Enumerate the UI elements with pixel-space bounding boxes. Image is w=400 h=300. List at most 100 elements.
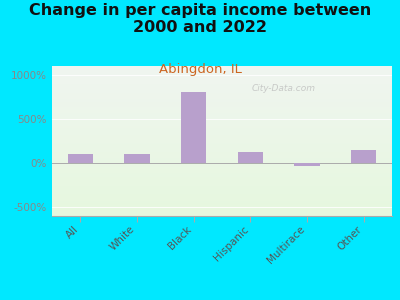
Bar xyxy=(52,183,392,184)
Bar xyxy=(52,138,392,140)
Bar xyxy=(52,117,392,118)
Bar xyxy=(52,88,392,90)
Bar xyxy=(52,164,392,165)
Bar xyxy=(52,96,392,98)
Bar xyxy=(351,150,376,163)
Bar xyxy=(52,82,392,84)
Bar xyxy=(52,198,392,200)
Bar xyxy=(52,176,392,177)
Bar xyxy=(52,180,392,182)
Bar xyxy=(52,93,392,94)
Bar xyxy=(52,201,392,202)
Bar xyxy=(52,112,392,114)
Bar xyxy=(52,167,392,168)
Bar xyxy=(52,102,392,104)
Bar xyxy=(52,92,392,93)
Bar xyxy=(124,154,150,163)
Bar xyxy=(52,87,392,88)
Bar xyxy=(52,141,392,142)
Bar xyxy=(52,171,392,172)
Text: Abingdon, IL: Abingdon, IL xyxy=(158,63,242,76)
Bar xyxy=(52,204,392,206)
Bar xyxy=(52,186,392,188)
Bar xyxy=(52,142,392,144)
Bar xyxy=(52,148,392,150)
Bar xyxy=(52,165,392,166)
Bar xyxy=(52,84,392,86)
Bar xyxy=(52,81,392,82)
Bar xyxy=(52,206,392,207)
Bar xyxy=(52,172,392,174)
Bar xyxy=(52,72,392,74)
Bar xyxy=(52,194,392,195)
Bar xyxy=(52,156,392,158)
Bar xyxy=(52,200,392,201)
Bar xyxy=(52,152,392,153)
Bar xyxy=(52,129,392,130)
Bar xyxy=(52,158,392,159)
Bar xyxy=(52,174,392,176)
Bar xyxy=(52,66,392,68)
Bar xyxy=(52,68,392,69)
Bar xyxy=(52,111,392,112)
Text: Change in per capita income between
2000 and 2022: Change in per capita income between 2000… xyxy=(29,3,371,35)
Bar xyxy=(52,69,392,70)
Bar xyxy=(52,208,392,210)
Bar xyxy=(52,213,392,214)
Bar xyxy=(181,92,206,163)
Bar xyxy=(52,182,392,183)
Bar xyxy=(52,189,392,190)
Bar xyxy=(52,134,392,135)
Bar xyxy=(52,110,392,111)
Bar xyxy=(52,178,392,180)
Bar xyxy=(52,132,392,134)
Bar xyxy=(52,105,392,106)
Bar xyxy=(52,74,392,75)
Bar xyxy=(52,75,392,76)
Bar xyxy=(52,135,392,136)
Bar xyxy=(52,214,392,216)
Bar xyxy=(52,168,392,170)
Bar xyxy=(52,159,392,160)
Bar xyxy=(52,207,392,208)
Bar xyxy=(52,196,392,198)
Bar xyxy=(52,118,392,120)
Bar xyxy=(52,184,392,186)
Bar xyxy=(52,90,392,92)
Bar xyxy=(52,78,392,80)
Bar xyxy=(52,70,392,72)
Bar xyxy=(52,144,392,146)
Bar xyxy=(52,136,392,138)
Bar xyxy=(52,116,392,117)
Bar xyxy=(52,126,392,128)
Bar xyxy=(52,188,392,189)
Bar xyxy=(52,210,392,212)
Bar xyxy=(52,160,392,162)
Bar xyxy=(52,177,392,178)
Bar xyxy=(238,152,263,163)
Bar xyxy=(52,150,392,152)
Bar xyxy=(52,195,392,196)
Bar xyxy=(52,130,392,132)
Bar xyxy=(52,114,392,116)
Bar xyxy=(52,140,392,141)
Bar xyxy=(52,162,392,164)
Bar xyxy=(52,154,392,156)
Bar xyxy=(52,100,392,102)
Bar xyxy=(68,154,93,163)
Bar xyxy=(52,80,392,81)
Bar xyxy=(52,190,392,192)
Bar xyxy=(52,128,392,129)
Text: City-Data.com: City-Data.com xyxy=(251,84,315,93)
Bar xyxy=(52,108,392,110)
Bar xyxy=(52,99,392,100)
Bar xyxy=(52,147,392,148)
Bar xyxy=(52,169,392,171)
Bar xyxy=(52,124,392,126)
Bar xyxy=(294,163,320,166)
Bar xyxy=(52,98,392,99)
Bar xyxy=(52,122,392,123)
Bar xyxy=(52,94,392,96)
Bar xyxy=(52,202,392,204)
Bar xyxy=(52,192,392,194)
